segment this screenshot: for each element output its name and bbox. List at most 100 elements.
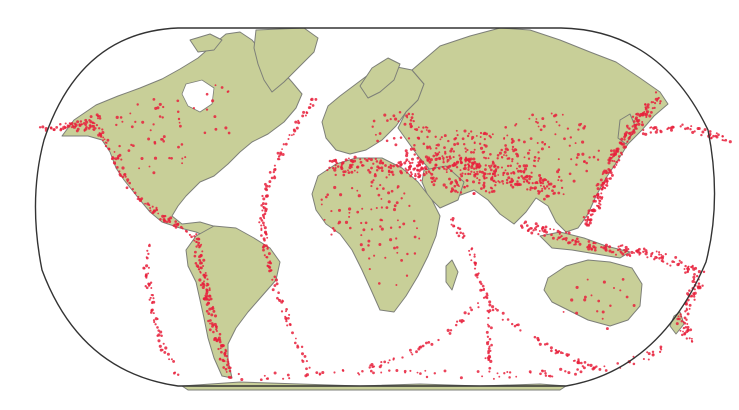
quake-dot-europe [394, 143, 398, 147]
quake-dot-alpide [529, 188, 532, 191]
quake-dot-china [529, 137, 533, 140]
quake-dot-melanesia [565, 239, 568, 242]
quake-dot-ring-asia [645, 110, 648, 113]
quake-dot-indian-central [457, 234, 461, 238]
quake-dot-ring-americas [120, 158, 123, 161]
quake-dot-alpide [505, 178, 509, 182]
quake-dot-ring-americas [164, 214, 167, 218]
quake-dot-east-pacific [164, 346, 168, 350]
quake-dot-southern-ridge [604, 369, 608, 372]
quake-dot-ring-americas [108, 148, 111, 151]
quake-dot-ring-americas [220, 350, 223, 354]
quake-dot-central-asia [427, 156, 431, 160]
quake-dot-southern-ridge [286, 373, 290, 377]
quake-dot-melanesia [621, 244, 624, 247]
quake-dot-ring-americas [104, 141, 107, 144]
quake-dot-indian-southeast [558, 350, 561, 353]
quake-dot-melanesia [565, 231, 568, 234]
quake-dot-melanesia [675, 322, 679, 326]
quake-dot-western-usa [168, 156, 171, 160]
quake-dot-central-asia [461, 137, 465, 141]
quake-dot-china [552, 114, 556, 118]
quake-dot-southern-ridge [548, 374, 552, 378]
quake-dot-aleutians [44, 127, 48, 131]
quake-dot-ring-asia [587, 209, 591, 213]
quake-dot-alpide [467, 173, 470, 176]
quake-dot-north-pacific [670, 128, 673, 132]
quake-dot-western-usa [134, 120, 137, 124]
quake-dot-ring-americas [194, 261, 198, 265]
quake-dot-alpide [526, 188, 529, 191]
quake-dot-ring-americas [211, 324, 214, 328]
quake-dot-alpide [445, 156, 449, 159]
quake-dot-mid-atlantic [266, 236, 269, 239]
quake-dot-west-africa [357, 194, 361, 198]
quake-dot-indian-southwest [467, 312, 470, 315]
quake-dot-canada [162, 105, 165, 109]
quake-dot-east-africa [373, 254, 376, 257]
quake-dot-indian-southeast [501, 318, 504, 321]
quake-dot-ring-americas [114, 162, 116, 165]
quake-dot-central-asia [476, 172, 479, 176]
quake-dot-alpide [490, 177, 494, 181]
quake-dot-melanesia [645, 251, 648, 254]
quake-dot-central-asia [413, 143, 416, 147]
quake-dot-ring-americas [137, 197, 141, 201]
quake-dot-southern-ridge [341, 368, 345, 372]
quake-dot-indian-central [487, 358, 491, 362]
quake-dot-alpide [469, 172, 472, 176]
quake-dot-north-pacific [709, 132, 712, 136]
quake-dot-east-pacific [149, 281, 153, 284]
quake-dot-ring-asia [635, 113, 638, 116]
quake-dot-alpide [328, 166, 331, 170]
quake-dot-ring-asia [607, 171, 610, 174]
quake-dot-indian-southwest [401, 356, 404, 359]
quake-dot-central-asia [494, 184, 497, 187]
quake-dot-mid-atlantic [287, 137, 290, 141]
quake-dot-east-africa [396, 251, 399, 254]
quake-dot-ring-americas [193, 235, 196, 238]
quake-dot-east-africa [389, 226, 393, 229]
quake-dot-china [504, 125, 508, 129]
quake-dot-canada [211, 99, 215, 103]
quake-dot-ring-americas [215, 327, 218, 330]
quake-dot-melanesia [587, 247, 591, 251]
quake-dot-east-pacific [147, 252, 150, 256]
quake-dot-ring-asia [595, 204, 599, 207]
quake-dot-ring-asia [600, 192, 603, 195]
quake-dot-aleutians [84, 118, 88, 122]
quake-dot-china [581, 140, 585, 144]
quake-dot-indian-southwest [462, 319, 465, 323]
quake-dot-melanesia [683, 316, 687, 320]
quake-dot-southern-ridge [544, 372, 547, 375]
quake-dot-central-asia [483, 156, 486, 159]
quake-dot-southern-ridge [282, 377, 285, 380]
quake-dot-west-africa [348, 215, 351, 218]
quake-dot-melanesia [682, 330, 684, 333]
quake-dot-ring-americas [149, 209, 152, 212]
quake-dot-ring-asia [582, 216, 586, 219]
quake-dot-central-asia [459, 156, 463, 160]
quake-dot-ring-asia [608, 159, 612, 162]
quake-dot-europe [409, 118, 413, 122]
quake-dot-ring-americas [207, 298, 211, 301]
quake-dot-central-asia [466, 179, 469, 182]
quake-dot-alpide [541, 187, 544, 190]
quake-dot-china [540, 147, 544, 151]
quake-dot-western-usa [181, 157, 184, 160]
quake-dot-indian-southeast [519, 329, 522, 332]
quake-dot-melanesia [678, 259, 681, 262]
quake-dot-aleutians [88, 119, 91, 122]
quake-dot-china [560, 179, 563, 182]
quake-dot-alpide [409, 171, 413, 174]
quake-dot-alpide [409, 174, 413, 178]
quake-dot-melanesia [544, 225, 548, 229]
quake-dot-alpide [425, 171, 428, 173]
quake-dot-indian-southwest [392, 358, 395, 361]
quake-dot-alpide [347, 171, 351, 174]
quake-dot-southern-ridge [543, 369, 547, 373]
quake-dot-china [503, 154, 505, 156]
quake-dot-alpide [418, 170, 421, 173]
quake-dot-ring-asia [603, 169, 607, 173]
quake-dot-indian-central [478, 280, 482, 284]
